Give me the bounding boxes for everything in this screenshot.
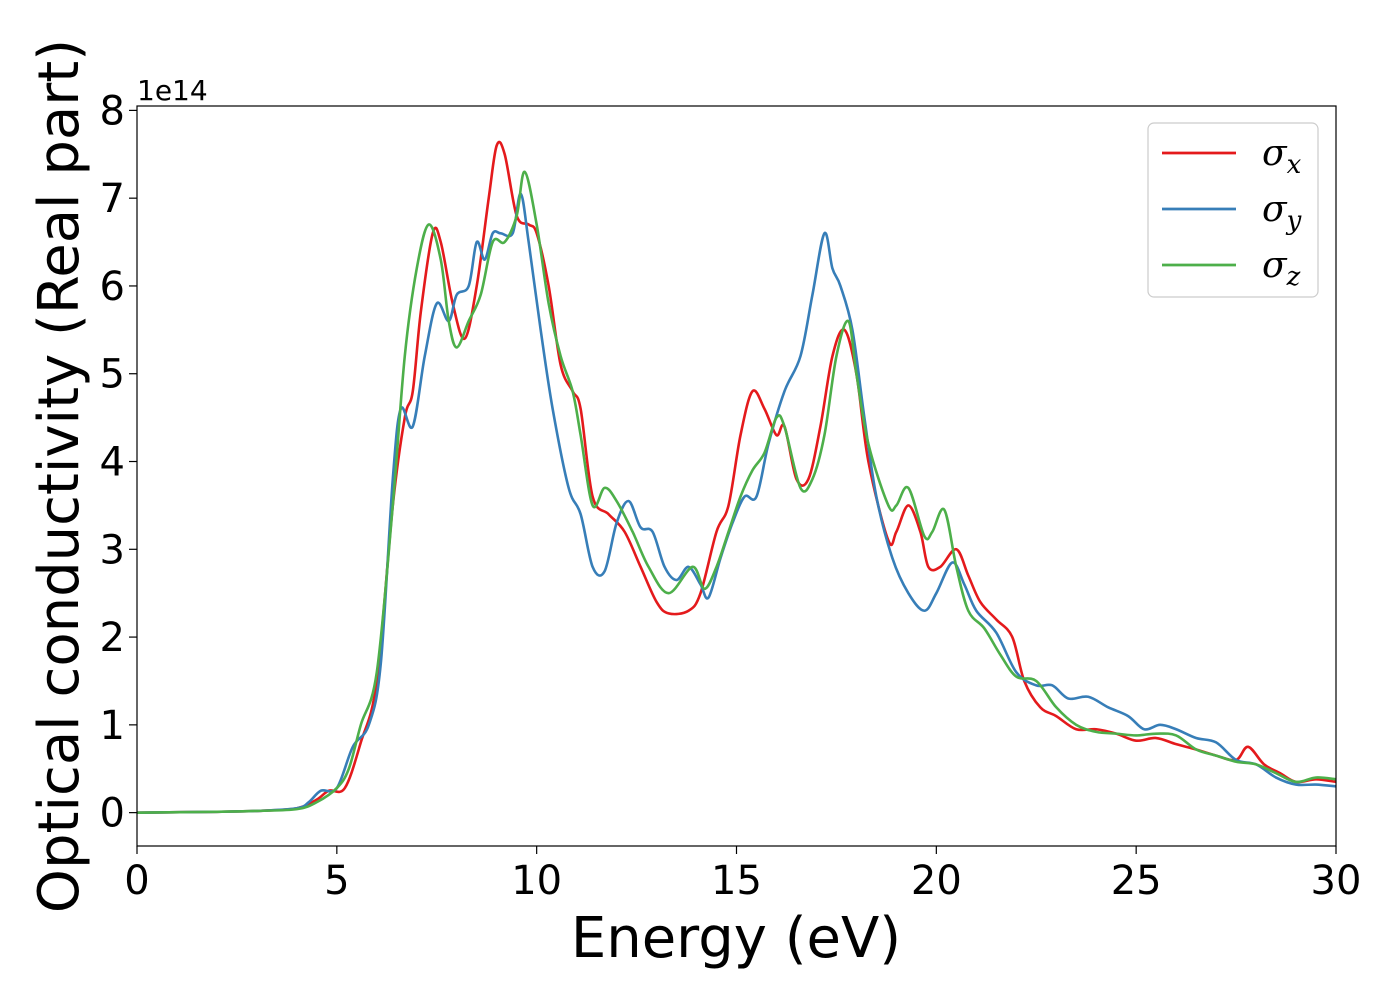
y-axis: 0 1 2 3 4 5 6 7 8 xyxy=(100,88,137,837)
series-line-sigma-z xyxy=(137,170,1336,814)
series-layer xyxy=(137,140,1336,814)
legend-label-sigma-z: σz xyxy=(1262,245,1301,292)
x-axis-title: Energy (eV) xyxy=(571,906,901,971)
legend: σx σy σz xyxy=(1147,122,1319,298)
x-tick-label: 20 xyxy=(911,858,962,904)
y-offset-label: 1e14 xyxy=(137,74,208,107)
y-tick-label: 5 xyxy=(100,352,125,398)
x-tick-label: 5 xyxy=(324,858,349,904)
legend-label-sigma-y: σy xyxy=(1262,189,1302,236)
series-line-sigma-y xyxy=(137,192,1336,814)
legend-label-sigma-x: σx xyxy=(1262,133,1302,180)
y-tick-label: 2 xyxy=(100,615,125,661)
y-tick-label: 8 xyxy=(100,88,125,134)
x-tick-label: 25 xyxy=(1111,858,1162,904)
y-tick-label: 6 xyxy=(100,264,125,310)
x-tick-label: 0 xyxy=(124,858,149,904)
x-tick-label: 30 xyxy=(1311,858,1362,904)
x-tick-label: 15 xyxy=(711,858,762,904)
y-axis-title: Optical conductivity (Real part) xyxy=(27,39,92,913)
x-tick-label: 10 xyxy=(511,858,562,904)
y-tick-label: 3 xyxy=(100,527,125,573)
y-tick-label: 1 xyxy=(100,703,125,749)
y-tick-label: 7 xyxy=(100,176,125,222)
y-tick-label: 4 xyxy=(100,440,125,486)
x-axis: 0 5 10 15 20 25 30 xyxy=(124,846,1361,904)
y-tick-label: 0 xyxy=(100,791,125,837)
